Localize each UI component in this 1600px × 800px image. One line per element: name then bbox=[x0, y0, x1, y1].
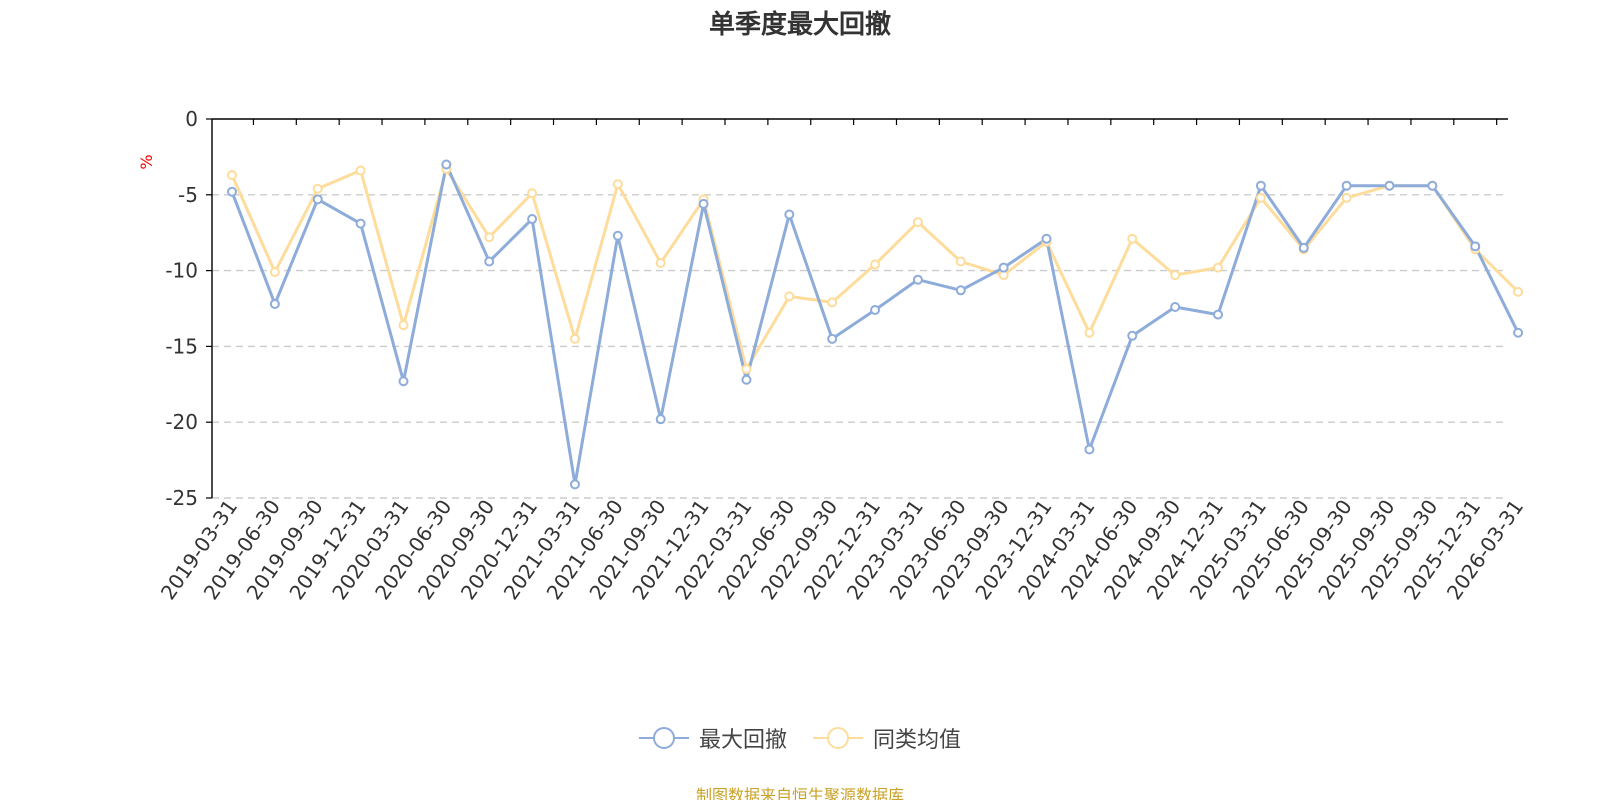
series-2-point bbox=[784, 291, 795, 302]
series-2-point bbox=[1255, 192, 1266, 203]
series-1-point bbox=[1213, 309, 1224, 320]
series-2-point bbox=[612, 179, 623, 190]
series-1-point bbox=[1470, 241, 1481, 252]
series-2-point bbox=[227, 170, 237, 181]
data-source-note: 制图数据来自恒生聚源数据库 bbox=[695, 786, 904, 800]
legend-item-series-1[interactable]: 最大回撤 bbox=[638, 722, 787, 754]
series-1-point bbox=[1041, 233, 1052, 244]
series-2-point bbox=[484, 232, 495, 243]
series-1-point bbox=[312, 194, 323, 205]
series-2-point bbox=[1341, 192, 1352, 203]
series-1-point bbox=[827, 333, 838, 344]
series-2-point bbox=[1513, 286, 1524, 297]
series-1-point bbox=[741, 374, 752, 385]
series-2-point bbox=[527, 188, 538, 199]
series-1-point bbox=[955, 285, 966, 296]
series-1-point bbox=[569, 479, 580, 490]
y-tick-label: -20 bbox=[165, 410, 198, 434]
series-2-point bbox=[269, 267, 280, 278]
series-1-point bbox=[1513, 327, 1524, 338]
y-tick-label: -15 bbox=[165, 334, 198, 358]
series-2-point bbox=[741, 364, 752, 375]
y-tick-label: -10 bbox=[165, 259, 198, 283]
series-2-point bbox=[1127, 233, 1138, 244]
y-tick-label: 0 bbox=[185, 107, 198, 131]
series-1-point bbox=[698, 198, 709, 209]
grid-lines bbox=[212, 194, 1508, 499]
series-2-point bbox=[955, 256, 966, 267]
series-2-point bbox=[312, 183, 323, 194]
legend-item-series-2[interactable]: 同类均值 bbox=[813, 722, 961, 754]
legend: 最大回撤 同类均值 bbox=[0, 722, 1600, 754]
series-1-point bbox=[527, 214, 538, 225]
series-markers bbox=[227, 159, 1524, 490]
series-1-point bbox=[355, 218, 366, 229]
axes bbox=[206, 118, 1508, 499]
series-1-point bbox=[1170, 301, 1181, 312]
series-1-point bbox=[1384, 180, 1395, 191]
series-1-point bbox=[784, 209, 795, 220]
chart-title: 单季度最大回撤 bbox=[708, 10, 891, 40]
series-2-point bbox=[355, 165, 366, 176]
x-tick-labels: 2019-03-312019-06-302019-09-302019-12-31… bbox=[156, 495, 1528, 604]
legend-series-2-label: 同类均值 bbox=[873, 728, 962, 753]
y-tick-label: -25 bbox=[165, 486, 198, 510]
series-1-point bbox=[1255, 180, 1266, 191]
series-1-point bbox=[1084, 444, 1095, 455]
series-2-point bbox=[912, 217, 923, 228]
series-1-point bbox=[398, 376, 409, 387]
series-1-point bbox=[269, 298, 280, 309]
series-1-line bbox=[230, 163, 1520, 486]
series-lines bbox=[230, 163, 1520, 486]
series-1-point bbox=[912, 274, 923, 285]
series-2-point bbox=[870, 259, 881, 270]
series-1-point bbox=[484, 256, 495, 267]
series-2-point bbox=[1170, 270, 1181, 281]
series-2-point bbox=[569, 333, 580, 344]
series-2-point bbox=[655, 258, 666, 269]
legend-series-1-label: 最大回撤 bbox=[698, 728, 787, 753]
series-1-point bbox=[441, 159, 452, 170]
series-1-point bbox=[1298, 242, 1309, 253]
series-1-point bbox=[870, 305, 881, 316]
series-2-point bbox=[398, 320, 409, 331]
series-1-point bbox=[998, 262, 1009, 273]
legend-series-2-icon bbox=[813, 727, 863, 749]
series-1-point bbox=[1341, 180, 1352, 191]
y-axis-unit-label: % bbox=[137, 154, 156, 169]
series-1-point bbox=[1127, 330, 1138, 341]
series-2-point bbox=[1213, 262, 1224, 273]
series-2-point bbox=[827, 297, 838, 308]
series-1-point bbox=[1427, 180, 1438, 191]
series-1-point bbox=[227, 186, 237, 197]
y-tick-labels: 0 -5 -10 -15 -20 -25 bbox=[165, 107, 198, 510]
legend-series-1-icon bbox=[638, 727, 689, 749]
series-2-point bbox=[1084, 327, 1095, 338]
y-tick-label: -5 bbox=[178, 183, 198, 207]
series-1-point bbox=[655, 414, 666, 425]
series-1-point bbox=[612, 230, 623, 241]
